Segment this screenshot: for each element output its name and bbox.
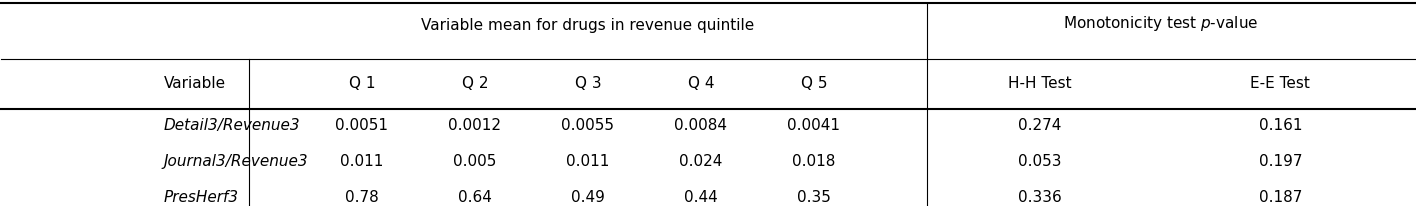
- Text: Journal3/Revenue3: Journal3/Revenue3: [164, 154, 309, 169]
- Text: Variable: Variable: [164, 76, 227, 91]
- Text: 0.64: 0.64: [457, 190, 491, 205]
- Text: 0.78: 0.78: [346, 190, 378, 205]
- Text: 0.274: 0.274: [1018, 118, 1062, 133]
- Text: H-H Test: H-H Test: [1008, 76, 1072, 91]
- Text: 0.0012: 0.0012: [449, 118, 501, 133]
- Text: Monotonicity test $p$-value: Monotonicity test $p$-value: [1062, 14, 1257, 33]
- Text: Q 4: Q 4: [688, 76, 714, 91]
- Text: 0.053: 0.053: [1018, 154, 1062, 169]
- Text: Q 3: Q 3: [575, 76, 602, 91]
- Text: 0.005: 0.005: [453, 154, 497, 169]
- Text: 0.0055: 0.0055: [561, 118, 615, 133]
- Text: Variable mean for drugs in revenue quintile: Variable mean for drugs in revenue quint…: [421, 18, 755, 33]
- Text: 0.49: 0.49: [571, 190, 605, 205]
- Text: 0.011: 0.011: [340, 154, 384, 169]
- Text: 0.018: 0.018: [793, 154, 835, 169]
- Text: Q 2: Q 2: [462, 76, 489, 91]
- Text: 0.0051: 0.0051: [336, 118, 388, 133]
- Text: 0.011: 0.011: [566, 154, 609, 169]
- Text: E-E Test: E-E Test: [1250, 76, 1310, 91]
- Text: 0.0084: 0.0084: [674, 118, 728, 133]
- Text: PresHerf3: PresHerf3: [164, 190, 239, 205]
- Text: 0.197: 0.197: [1259, 154, 1303, 169]
- Text: 0.187: 0.187: [1259, 190, 1303, 205]
- Text: Detail3/Revenue3: Detail3/Revenue3: [164, 118, 300, 133]
- Text: 0.35: 0.35: [797, 190, 831, 205]
- Text: Q 1: Q 1: [348, 76, 375, 91]
- Text: 0.336: 0.336: [1018, 190, 1062, 205]
- Text: 0.44: 0.44: [684, 190, 718, 205]
- Text: Q 5: Q 5: [800, 76, 827, 91]
- Text: 0.161: 0.161: [1259, 118, 1303, 133]
- Text: 0.024: 0.024: [680, 154, 722, 169]
- Text: 0.0041: 0.0041: [787, 118, 841, 133]
